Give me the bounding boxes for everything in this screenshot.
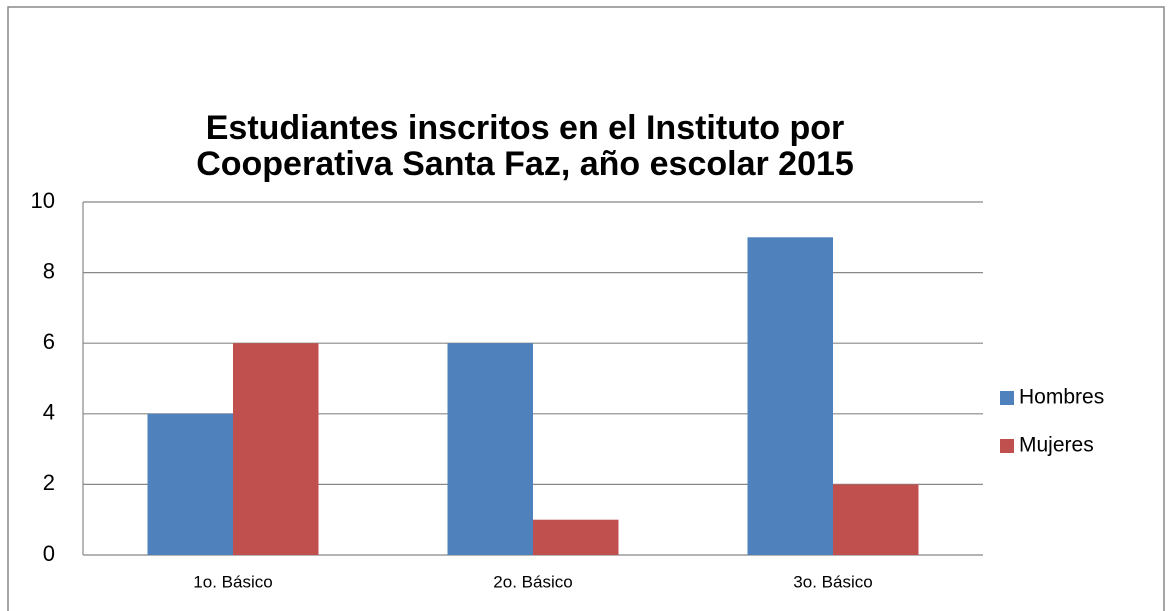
legend-swatch — [1000, 439, 1014, 453]
y-tick-label: 10 — [31, 188, 55, 213]
y-tick-label: 8 — [43, 258, 55, 283]
chart-title: Estudiantes inscritos en el Instituto po… — [206, 109, 845, 147]
legend-label: Mujeres — [1019, 434, 1094, 457]
legend-swatch — [1000, 391, 1014, 405]
chart-title: Cooperativa Santa Faz, año escolar 2015 — [196, 145, 854, 183]
bar — [833, 484, 919, 555]
y-tick-label: 2 — [43, 470, 55, 495]
legend-label: Hombres — [1019, 386, 1104, 409]
bar — [747, 237, 833, 556]
y-tick-label: 0 — [43, 541, 55, 566]
bar — [147, 413, 233, 555]
x-tick-label: 1o. Básico — [193, 572, 272, 591]
bar — [233, 343, 319, 555]
bar — [533, 519, 619, 555]
y-tick-label: 6 — [43, 329, 55, 354]
x-tick-label: 3o. Básico — [793, 572, 872, 591]
bar — [447, 343, 533, 555]
y-tick-label: 4 — [43, 400, 55, 425]
x-tick-label: 2o. Básico — [493, 572, 572, 591]
